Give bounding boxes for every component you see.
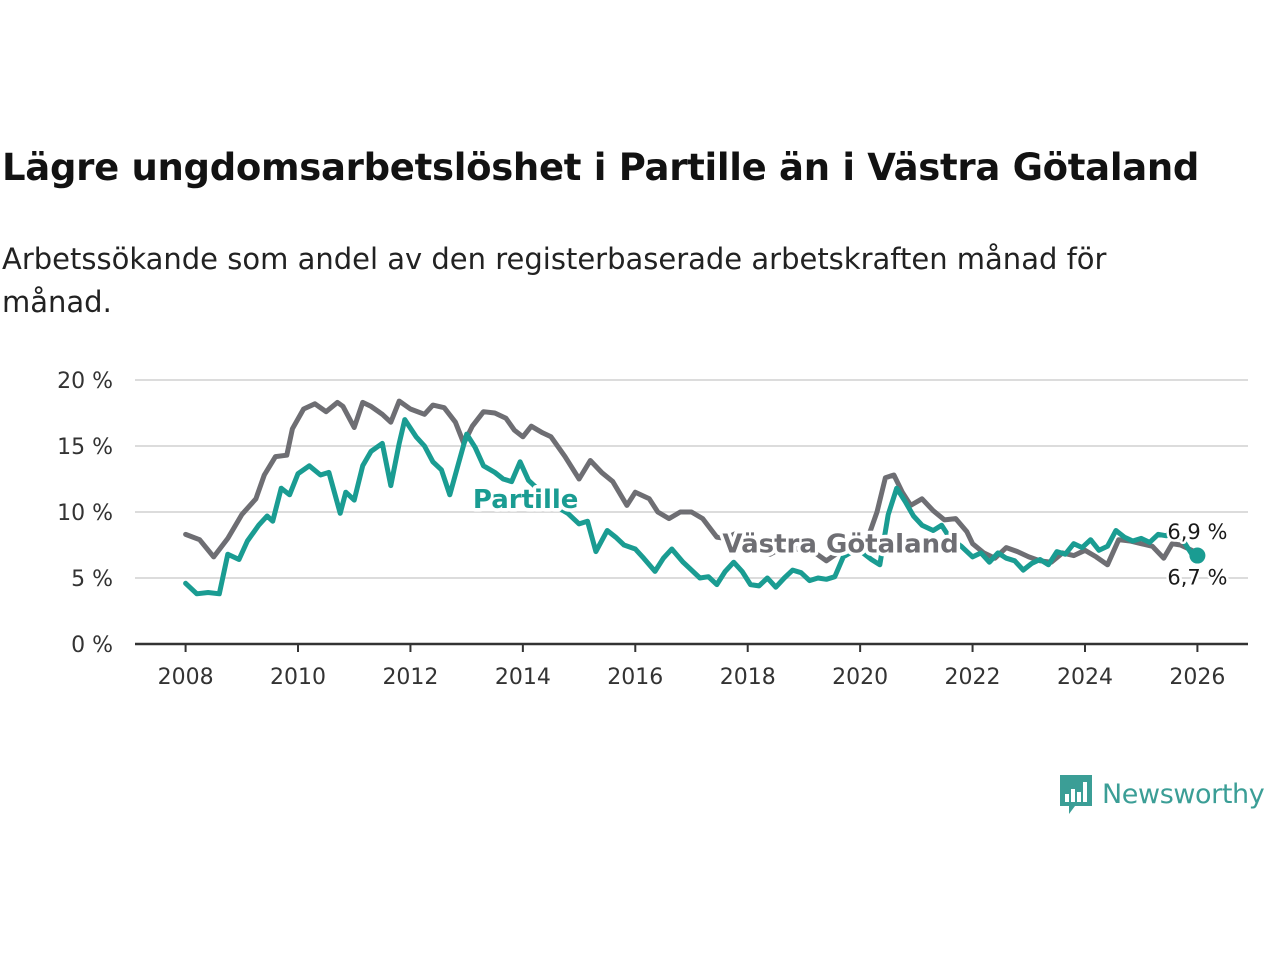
- y-tick-label: 0 %: [71, 633, 113, 658]
- x-tick-label: 2018: [720, 665, 776, 690]
- y-tick-label: 5 %: [71, 567, 113, 592]
- x-tick-label: 2020: [832, 665, 888, 690]
- end-value-label-vastra-gotaland: 6,9 %: [1167, 520, 1227, 544]
- chart-subtitle: Arbetssökande som andel av den registerb…: [2, 242, 1107, 319]
- series-line-partille: [183, 417, 1200, 597]
- x-tick-label: 2010: [270, 665, 326, 690]
- y-tick-label: 10 %: [57, 501, 113, 526]
- x-tick-label: 2012: [382, 665, 438, 690]
- y-tick-label: 15 %: [57, 435, 113, 460]
- series-lines: [183, 398, 1206, 597]
- y-axis-ticks: 0 % 5 % 10 % 15 % 20 %: [57, 369, 113, 658]
- series-label-partille: Partille: [473, 485, 579, 515]
- x-tick-label: 2022: [945, 665, 1001, 690]
- series-end-dot-partille: [1189, 547, 1206, 564]
- x-tick-label: 2026: [1169, 665, 1225, 690]
- series-labels: Västra Götaland Partille 6,9 % 6,7 %: [469, 481, 1230, 592]
- x-axis-ticks: 2008 2010 2012 2014 2016 2018 2020 2022 2024 2026: [158, 644, 1225, 690]
- series-line-vastra-gotaland: [183, 398, 1200, 568]
- end-value-label-partille: 6,7 %: [1167, 566, 1227, 590]
- line-chart: 0 %5 %10 %15 %20 % 2008 2010 2012 2014 2016 2…: [57, 369, 1248, 690]
- chart-title: Lägre ungdomsarbetslöshet i Partille än …: [2, 146, 1200, 189]
- y-tick-label: 20 %: [57, 369, 113, 394]
- x-tick-label: 2008: [158, 665, 214, 690]
- x-tick-label: 2014: [495, 665, 551, 690]
- newsworthy-chart-icon: [1060, 775, 1092, 814]
- x-tick-label: 2016: [607, 665, 663, 690]
- logo-text: Newsworthy: [1102, 778, 1265, 810]
- x-tick-label: 2024: [1057, 665, 1113, 690]
- series-label-vastra-gotaland: Västra Götaland: [722, 530, 958, 560]
- newsworthy-logo: Newsworthy: [1058, 772, 1265, 816]
